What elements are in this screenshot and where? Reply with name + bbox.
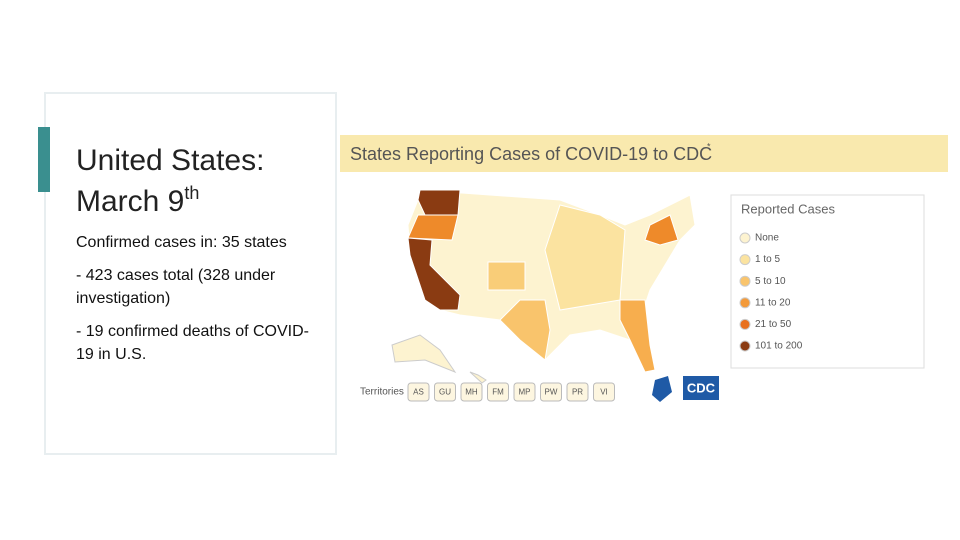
bullet: Confirmed cases in: 35 states xyxy=(76,234,287,251)
state xyxy=(644,214,679,246)
hhs-logo xyxy=(652,376,672,402)
legend-swatch xyxy=(739,340,751,352)
slide-title: United States: March 9th xyxy=(76,140,264,222)
legend-swatch xyxy=(739,297,751,309)
legend-label: 21 to 50 xyxy=(755,319,792,330)
text-card xyxy=(44,92,337,455)
territory-button[interactable] xyxy=(593,382,615,402)
state xyxy=(407,214,459,241)
legend-swatch xyxy=(739,275,751,287)
state xyxy=(407,237,461,311)
alaska xyxy=(391,334,457,374)
territory-button[interactable] xyxy=(487,382,509,402)
hawaii xyxy=(469,371,487,384)
legend-label: 11 to 20 xyxy=(755,297,791,308)
territory-label: FM xyxy=(492,388,504,397)
state xyxy=(499,299,551,361)
territory-label: PR xyxy=(572,388,583,397)
legend-swatch xyxy=(739,318,751,330)
map-title-mark: * xyxy=(707,141,711,151)
legend-label: 101 to 200 xyxy=(755,341,803,352)
territory-button[interactable] xyxy=(540,382,562,402)
state xyxy=(487,261,526,291)
territory-label: MH xyxy=(465,388,478,397)
map-title: States Reporting Cases of COVID-19 to CD… xyxy=(350,144,712,164)
cdc-logo xyxy=(683,376,719,400)
territory-label: VI xyxy=(600,388,608,397)
legend-title: Reported Cases xyxy=(741,201,835,216)
territory-button[interactable] xyxy=(566,382,589,402)
legend-label: None xyxy=(755,233,779,244)
legend-label: 1 to 5 xyxy=(755,254,780,265)
panel-header xyxy=(340,135,948,172)
accent-bar xyxy=(38,127,50,192)
title-line: United States: xyxy=(76,144,265,177)
title-superscript: th xyxy=(184,183,200,203)
legend-items: None 1 to 5 5 to 10 11 to 20 21 to 50 101 to … xyxy=(739,232,803,352)
bullet: - 19 confirmed deaths of COVID-19 in U.S… xyxy=(76,323,309,363)
state xyxy=(417,189,461,216)
legend-box xyxy=(730,194,925,369)
cdc-logo-text: CDC xyxy=(687,380,716,395)
territory-button[interactable] xyxy=(513,382,536,402)
territory-buttons: AS GU MH FM MP PW PR VI xyxy=(407,382,615,402)
territory-label: PW xyxy=(545,388,558,397)
title-line: March 9 xyxy=(76,185,185,218)
bullet: - 423 cases total (328 under investigati… xyxy=(76,267,276,307)
territory-button[interactable] xyxy=(460,382,483,402)
territory-label: MP xyxy=(519,388,531,397)
territory-button[interactable] xyxy=(434,382,456,402)
bullet-list: Confirmed cases in: 35 states - 423 cases… xyxy=(76,231,316,376)
legend-swatch xyxy=(739,232,751,244)
territory-label: GU xyxy=(439,388,451,397)
state xyxy=(619,299,656,373)
territory-button[interactable] xyxy=(407,382,430,402)
legend-swatch xyxy=(739,254,751,266)
legend-label: 5 to 10 xyxy=(755,276,786,287)
territory-label: AS xyxy=(413,388,424,397)
territories-label: Territories xyxy=(360,387,404,398)
